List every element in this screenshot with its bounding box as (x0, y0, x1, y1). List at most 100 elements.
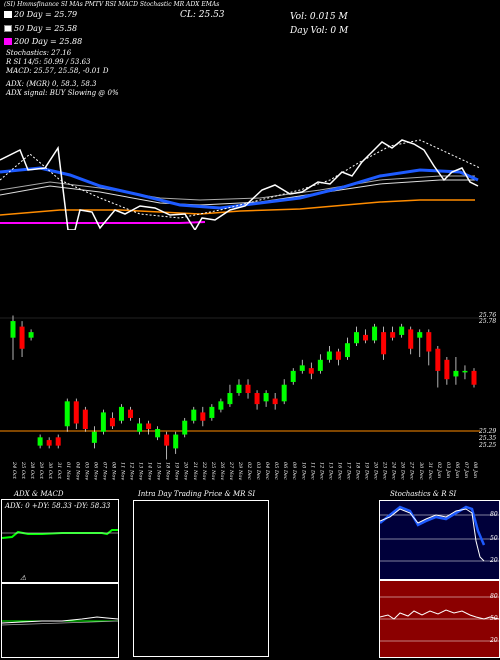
stoch-blue-line (380, 505, 486, 546)
date-label: 10 Dec (300, 462, 306, 480)
adx-marker-icon: ⚠ (20, 574, 26, 582)
price-tick-bottom: 25.29 (479, 428, 497, 435)
meta-line: (SI) Hmmsfinance SI MAs PMTV RSI MACD St… (4, 1, 220, 8)
date-label: 01 Nov (65, 462, 71, 480)
candle-body (399, 326, 405, 335)
date-label: 22 Nov (201, 461, 207, 480)
candle-body (227, 393, 233, 405)
candle-body (155, 429, 161, 438)
date-label: 16 Dec (336, 462, 342, 480)
candle-body (353, 332, 359, 344)
macd-panel (1, 582, 119, 658)
stoch-panel-title: Stochastics & R SI (390, 490, 457, 498)
candle-body (381, 332, 387, 355)
date-label: 25 Nov (210, 461, 216, 480)
stochastics-panel: 80 50 20 (379, 500, 500, 580)
candle-body (308, 368, 314, 374)
date-label: 06 Jan (454, 462, 460, 478)
candle-body (191, 409, 197, 421)
candlestick-chart (0, 315, 480, 460)
candle-body (245, 384, 251, 394)
stoch-white-line (380, 508, 485, 562)
candle-body (299, 365, 305, 371)
candle-body (335, 351, 341, 360)
date-label: 07 Jan (463, 462, 469, 478)
candle-body (10, 321, 16, 338)
date-label: 14 Nov (147, 462, 153, 480)
date-label: 12 Nov (129, 462, 135, 480)
rsi-tick-20: 20 (490, 637, 498, 644)
rsi-tick-80: 80 (490, 593, 498, 600)
ema-lines-chart (0, 139, 481, 230)
candle-body (173, 434, 179, 449)
price-line (0, 139, 479, 230)
macd-white-line (2, 616, 118, 624)
ma50-swatch (4, 25, 12, 32)
date-label: 05 Nov (83, 462, 89, 480)
ma200-legend: 200 Day = 25.88 (14, 37, 83, 46)
date-label: 11 Dec (309, 462, 315, 480)
ma200-line (0, 221, 206, 224)
date-label: 27 Dec (409, 461, 415, 480)
date-label: 18 Dec (354, 462, 360, 480)
stochastics-legend: Stochastics: 27.16 (6, 49, 72, 57)
price-tick-top2: 25.78 (479, 318, 497, 325)
adx-signal-legend: ADX signal: BUY Slowing @ 0% (6, 89, 119, 97)
adx-readout: ADX: 0 +DY: 58.33 -DY: 58.33 (5, 502, 111, 510)
candle-body (317, 359, 323, 371)
date-label: 26 Dec (400, 461, 406, 480)
ma20-swatch (4, 11, 12, 18)
date-label: 21 Nov (192, 461, 198, 480)
date-label: 08 Jan (472, 462, 478, 478)
candle-body (128, 409, 134, 418)
candle-body (263, 393, 269, 402)
date-label: 04 Nov (74, 462, 80, 480)
candle-body (118, 406, 124, 421)
date-label: 26 Nov (219, 461, 225, 480)
candle-body (46, 440, 52, 446)
candle-body (82, 409, 88, 430)
candle-body (372, 326, 378, 341)
candle-body (218, 401, 224, 410)
date-label: 20 Nov (183, 461, 189, 480)
date-label: 15 Nov (156, 462, 162, 480)
candle-body (164, 434, 170, 446)
date-label: 04 Dec (264, 462, 270, 480)
rsi-legend: R SI 14/5: 50.99 / 53.63 (6, 58, 91, 66)
candle-body (236, 384, 242, 394)
candle-body (28, 332, 34, 338)
adx-green-line (2, 529, 118, 539)
intraday-panel (133, 500, 269, 657)
macd-signal-line (2, 620, 118, 626)
stoch-tick-50: 50 (490, 535, 498, 542)
date-label: 29 Nov (237, 461, 243, 480)
date-label: 09 Dec (291, 462, 297, 480)
white-ema-line-a (0, 179, 475, 206)
candle-body (344, 343, 350, 358)
ma200-swatch (4, 38, 12, 45)
candle-body (100, 412, 106, 432)
candle-body (64, 401, 70, 427)
rsi-tick-50: 50 (490, 615, 498, 622)
candle-body (209, 406, 215, 418)
date-label: 30 Dec (418, 462, 424, 480)
date-label: 12 Dec (318, 462, 324, 480)
macd-legend: MACD: 25.57, 25.58, -0.01 D (6, 67, 109, 75)
date-label: 20 Dec (373, 461, 379, 480)
ma50-legend: 50 Day = 25.58 (14, 24, 78, 33)
date-label: 06 Nov (92, 462, 98, 480)
date-label: 28 Oct (29, 461, 35, 480)
date-label: 19 Dec (364, 462, 370, 480)
candle-body (182, 420, 188, 435)
candle-body (37, 437, 43, 446)
date-label: 13 Nov (138, 462, 144, 480)
candle-body (390, 332, 396, 338)
candle-body (435, 348, 441, 371)
volume-readout: Vol: 0.015 M (290, 12, 348, 22)
candle-body (109, 417, 115, 427)
candle-body (91, 431, 97, 443)
candle-body (417, 332, 423, 338)
date-label: 02 Dec (246, 462, 252, 480)
date-label: 19 Nov (174, 462, 180, 480)
date-label: 11 Nov (119, 462, 125, 480)
